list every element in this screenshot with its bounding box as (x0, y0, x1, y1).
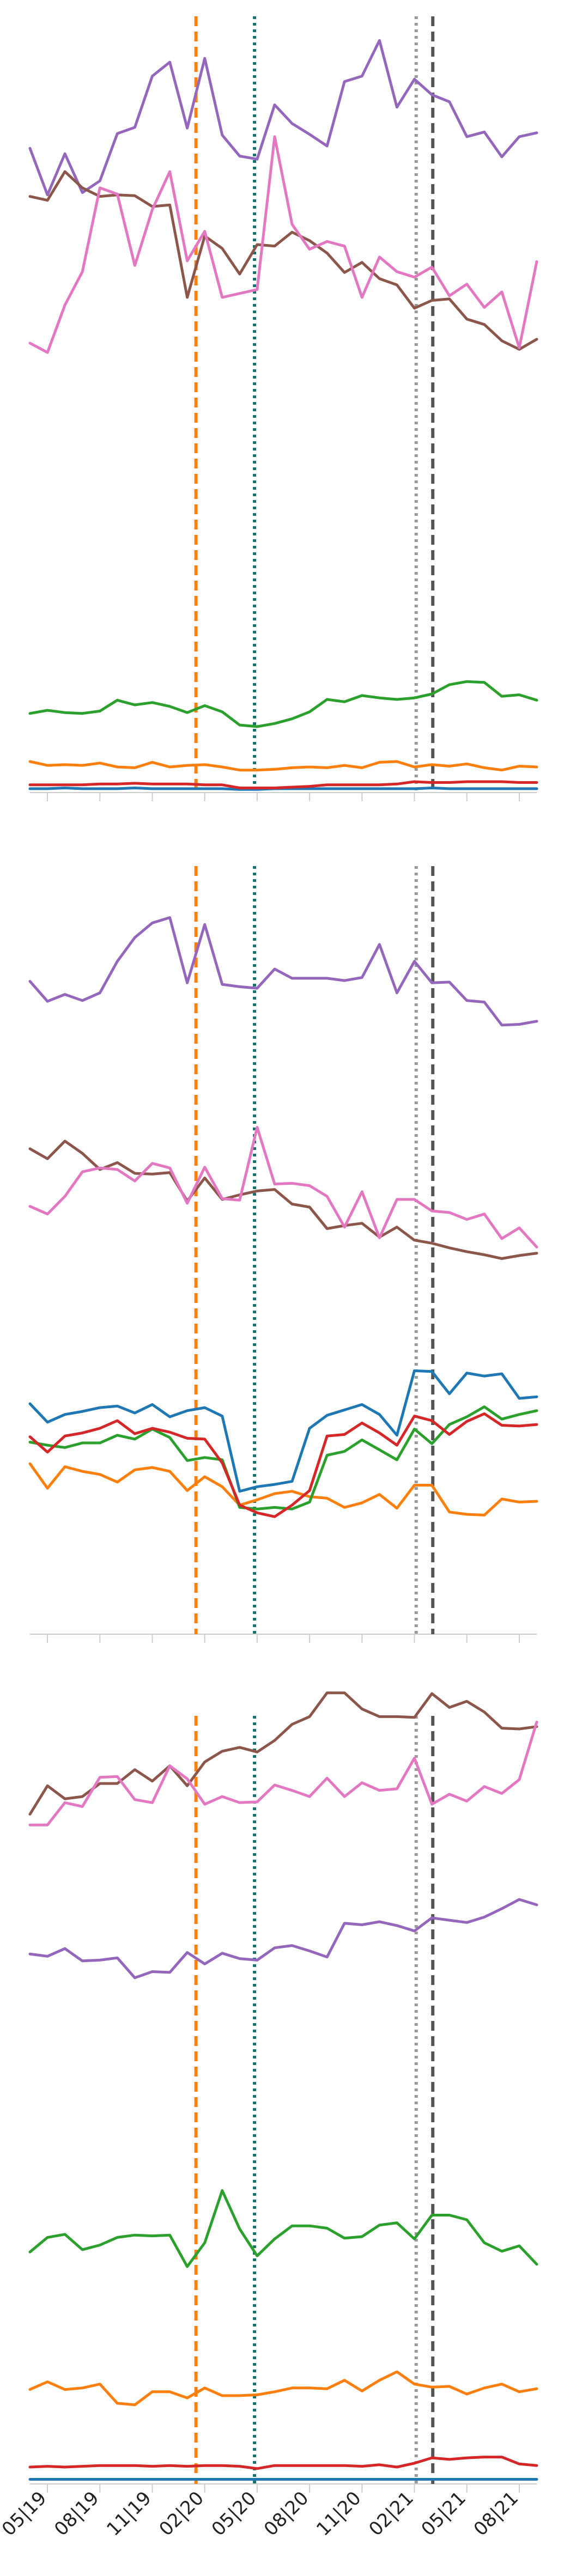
series-line (28, 1369, 538, 1493)
x-tick-label: 11|19 (102, 2487, 156, 2541)
x-tick-label: 02|20 (155, 2487, 208, 2541)
series-line (28, 780, 538, 789)
series-line (28, 135, 538, 354)
x-tick-label: 08|19 (50, 2487, 104, 2541)
x-tick-label: 05|20 (208, 2487, 261, 2541)
panel-2 (28, 866, 538, 1643)
panel-3 (28, 1691, 538, 2493)
x-tick-label: 08|21 (470, 2487, 523, 2541)
series-line (28, 2370, 538, 2407)
series-line (28, 1412, 538, 1518)
series-line (28, 2456, 538, 2470)
panel-1 (28, 16, 538, 801)
series-line (28, 916, 538, 1027)
series-line (28, 680, 538, 728)
series-line (28, 2189, 538, 2268)
series-line (28, 760, 538, 772)
series-line (28, 1405, 538, 1511)
series-line (28, 39, 538, 197)
series-line (28, 1140, 538, 1260)
x-tick-label: 08|20 (260, 2487, 313, 2541)
series-line (28, 1720, 538, 1826)
series-line (28, 1462, 538, 1517)
x-tick-label: 05|19 (0, 2487, 51, 2541)
x-tick-label: 05|21 (417, 2487, 471, 2541)
series-line (28, 1898, 538, 1980)
series-line (28, 1691, 538, 1816)
x-tick-label: 11|20 (312, 2487, 366, 2541)
series-line (28, 170, 538, 351)
series-line (28, 1125, 538, 1249)
x-tick-label: 02|21 (365, 2487, 418, 2541)
